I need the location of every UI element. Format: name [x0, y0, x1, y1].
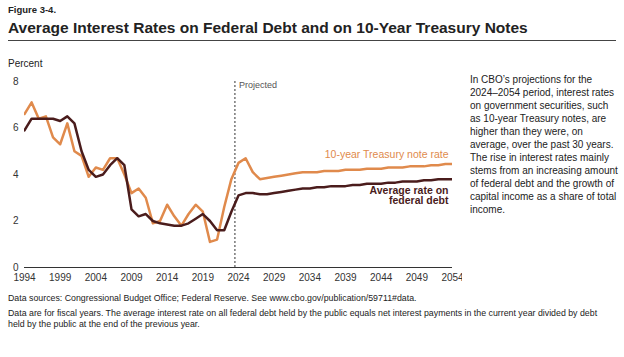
svg-text:2054: 2054: [441, 272, 462, 283]
svg-text:2014: 2014: [156, 272, 179, 283]
svg-text:2019: 2019: [192, 272, 215, 283]
svg-text:2024: 2024: [227, 272, 250, 283]
svg-text:8: 8: [13, 76, 19, 87]
svg-text:2044: 2044: [370, 272, 393, 283]
html-text:Figure 3-4.: Figure 3-4.: [8, 4, 56, 15]
svg-text:2039: 2039: [334, 272, 357, 283]
html-text:In CBO’s projections for the 2: In CBO’s projections for the 2024–2054 p…: [470, 74, 618, 215]
html-text:Data are for fiscal years. The: Data are for fiscal years. The average i…: [8, 308, 598, 329]
svg-text:Projected: Projected: [239, 80, 277, 90]
svg-text:2009: 2009: [120, 272, 143, 283]
html-text:Percent: Percent: [8, 58, 43, 69]
svg-text:2029: 2029: [263, 272, 286, 283]
svg-text:2034: 2034: [299, 272, 322, 283]
svg-text:1999: 1999: [49, 272, 72, 283]
svg-text:10-year Treasury note rate: 10-year Treasury note rate: [325, 148, 449, 160]
svg-text:Average rate onfederal debt: Average rate onfederal debt: [370, 184, 449, 207]
svg-text:2: 2: [13, 215, 19, 226]
svg-text:2049: 2049: [406, 272, 429, 283]
svg-text:2004: 2004: [85, 272, 108, 283]
svg-text:6: 6: [13, 122, 19, 133]
html-text:Data sources: Congressional Bu: Data sources: Congressional Budget Offic…: [8, 293, 417, 303]
svg-text:4: 4: [13, 169, 19, 180]
svg-text:1994: 1994: [13, 272, 36, 283]
svg-text:0: 0: [12, 261, 19, 273]
html-text:Average Interest Rates on Fede: Average Interest Rates on Federal Debt a…: [8, 19, 528, 36]
